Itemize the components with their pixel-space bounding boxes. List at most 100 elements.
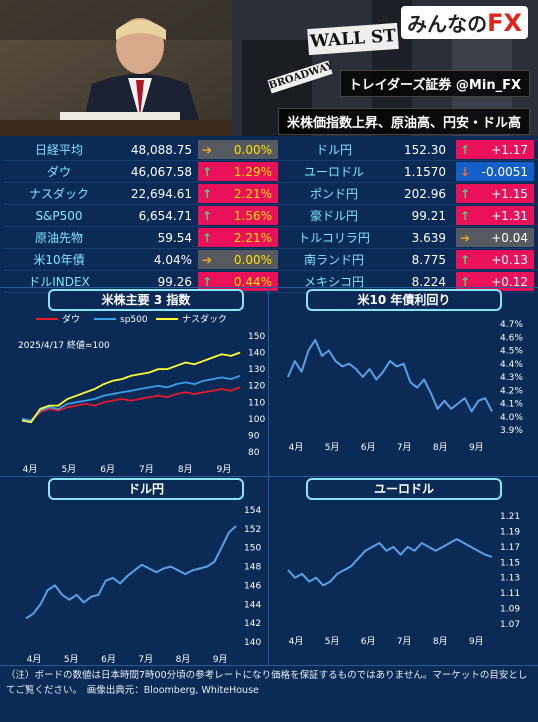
- ticker-name: メキシコ円: [303, 275, 364, 289]
- ticker-change: ➔ 0.00%: [198, 140, 278, 159]
- y-tick-label: 154: [244, 506, 261, 516]
- ticker-name: ドルINDEX: [28, 275, 90, 289]
- ticker-change-text: +0.04: [491, 230, 528, 245]
- ticker-change-text: -0.0051: [481, 164, 528, 179]
- y-tick-label: 1.17: [500, 543, 520, 553]
- x-tick-label: 8月: [178, 464, 193, 475]
- ticker-name: トルコリラ円: [298, 231, 370, 245]
- ticker-row: ドルINDEX 99.26 ↑ 0.44% メキシコ円 8.224 ↑ +0.12: [4, 271, 534, 293]
- ticker-change: ↑ 1.29%: [198, 162, 278, 181]
- y-tick-label: 1.13: [500, 574, 520, 584]
- up-arrow-icon: ↑: [202, 274, 213, 289]
- x-tick-label: 6月: [361, 442, 376, 453]
- legend-label: ナスダック: [182, 313, 227, 325]
- series-line-main: [287, 338, 493, 413]
- chart-title-indices: 米株主要 3 指数: [48, 289, 244, 311]
- y-tick-label: 140: [244, 638, 261, 648]
- ticker-change-text: 0.00%: [233, 142, 272, 157]
- ticker-change-text: +1.17: [491, 142, 528, 157]
- brand-prefix: みんなの: [407, 12, 488, 36]
- y-tick-label: 130: [248, 365, 265, 375]
- up-arrow-icon: ↑: [202, 164, 213, 179]
- x-tick-label: 6月: [100, 464, 115, 475]
- x-tick-label: 9月: [217, 464, 232, 475]
- ticker-row: 原油先物 59.54 ↑ 2.21% トルコリラ円 3.639 ➔ +0.04: [4, 227, 534, 249]
- x-tick-label: 9月: [213, 654, 228, 665]
- headline-caption: 米株価指数上昇、原油高、円安・ドル高: [277, 108, 530, 135]
- ticker-value: 22,694.61: [130, 186, 192, 201]
- ticker-row: 日経平均 48,088.75 ➔ 0.00% ドル円 152.30 ↑ +1.17: [4, 139, 534, 161]
- y-tick-label: 120: [248, 382, 265, 392]
- x-tick-label: 6月: [101, 654, 116, 665]
- series-line-sp500: [21, 374, 241, 422]
- x-tick-label: 8月: [433, 442, 448, 453]
- series-line-ナスダック: [21, 351, 241, 424]
- flat-arrow-icon: ➔: [202, 252, 213, 267]
- up-arrow-icon: ↑: [460, 252, 471, 267]
- y-tick-label: 4.3%: [500, 373, 523, 383]
- y-tick-label: 150: [248, 332, 265, 342]
- chart-title-yield: 米10 年債利回り: [306, 289, 502, 311]
- up-arrow-icon: ↑: [202, 208, 213, 223]
- legend-label: sp500: [120, 315, 148, 325]
- ticker-board: 日経平均 48,088.75 ➔ 0.00% ドル円 152.30 ↑ +1.17 ダウ 46,0…: [4, 139, 534, 293]
- series-line-main: [287, 538, 493, 587]
- photo-president-illustration: [0, 0, 232, 136]
- y-tick-label: 146: [244, 581, 261, 591]
- ticker-value: 99.26: [157, 274, 192, 289]
- x-tick-label: 7月: [138, 654, 153, 665]
- photo-president: [0, 0, 232, 136]
- y-tick-label: 140: [248, 349, 265, 359]
- ticker-change-text: +0.13: [491, 252, 528, 267]
- chart-indices: 80 90 100 110 120 130 140 150 4月 5月 6月 7月 8月 9月 ダウ sp50…: [18, 313, 265, 475]
- ticker-name: ダウ: [46, 165, 71, 179]
- chart-eurusd: 1.21 1.19 1.17 1.15 1.13 1.11 1.09 1.07 4月 5月 6月 7月…: [287, 512, 520, 647]
- up-arrow-icon: ↑: [202, 230, 213, 245]
- ticker-name: ドル円: [315, 143, 352, 157]
- ticker-name: S&P500: [35, 208, 83, 223]
- ticker-change: ↑ +0.13: [456, 250, 534, 269]
- up-arrow-icon: ↑: [460, 274, 471, 289]
- x-tick-label: 5月: [61, 464, 76, 475]
- x-tick-label: 8月: [433, 636, 448, 647]
- chart-title-eurusd: ユーロドル: [306, 478, 502, 500]
- account-caption: トレイダーズ証券 @Min_FX: [339, 70, 530, 97]
- y-tick-label: 144: [244, 600, 261, 610]
- ticker-change: ↑ 2.21%: [198, 184, 278, 203]
- y-tick-label: 4.6%: [500, 333, 523, 343]
- ticker-value: 3.639: [411, 230, 446, 245]
- brand-logo: みんなのFX: [401, 6, 528, 39]
- divider-bottom: [0, 665, 538, 666]
- divider-middle: [0, 476, 538, 477]
- ticker-value: 8.775: [411, 252, 446, 267]
- ticker-change: ↑ +1.15: [456, 184, 534, 203]
- ticker-value: 4.04%: [153, 252, 192, 267]
- ticker-name: 南ランド円: [303, 253, 364, 267]
- y-tick-label: 3.9%: [500, 426, 523, 436]
- ticker-name: 日経平均: [34, 143, 83, 157]
- up-arrow-icon: ↑: [460, 186, 471, 201]
- ticker-value: 6,654.71: [138, 208, 192, 223]
- y-tick-label: 1.21: [500, 512, 520, 522]
- ticker-change: ↑ +1.31: [456, 206, 534, 225]
- ticker-change-text: 1.56%: [233, 208, 272, 223]
- ticker-change-text: 0.00%: [233, 252, 272, 267]
- ticker-change: ↑ 1.56%: [198, 206, 278, 225]
- y-tick-label: 4.7%: [500, 320, 523, 330]
- ticker-value: 59.54: [157, 230, 192, 245]
- hero-image: WALL ST BROADWAY みんなのFX トレイダーズ証券 @Min_FX…: [0, 0, 538, 136]
- ticker-change-text: +0.12: [491, 274, 528, 289]
- y-tick-label: 1.07: [500, 620, 520, 630]
- chart-usdjpy: 154 152 150 148 146 144 142 140 4月 5月 6月 7月 8月 9月: [25, 506, 261, 665]
- ticker-change: ➔ +0.04: [456, 228, 534, 247]
- x-tick-label: 5月: [64, 654, 79, 665]
- chart-yield: 4.7% 4.6% 4.5% 4.4% 4.3% 4.2% 4.1% 4.0% 3.9% 4月 5月…: [287, 320, 523, 453]
- x-tick-label: 9月: [469, 636, 484, 647]
- ticker-row: ナスダック 22,694.61 ↑ 2.21% ポンド円 202.96 ↑ +1.15: [4, 183, 534, 205]
- ticker-change-text: 1.29%: [233, 164, 272, 179]
- y-tick-label: 1.09: [500, 605, 520, 615]
- legend-label: ダウ: [62, 313, 80, 325]
- ticker-name: 米10年債: [33, 253, 85, 267]
- footnote: （注）ボードの数値は日本時間7時00分頃の参考レートになり価格を保証するものでは…: [6, 670, 528, 696]
- series-line-ダウ: [21, 386, 241, 422]
